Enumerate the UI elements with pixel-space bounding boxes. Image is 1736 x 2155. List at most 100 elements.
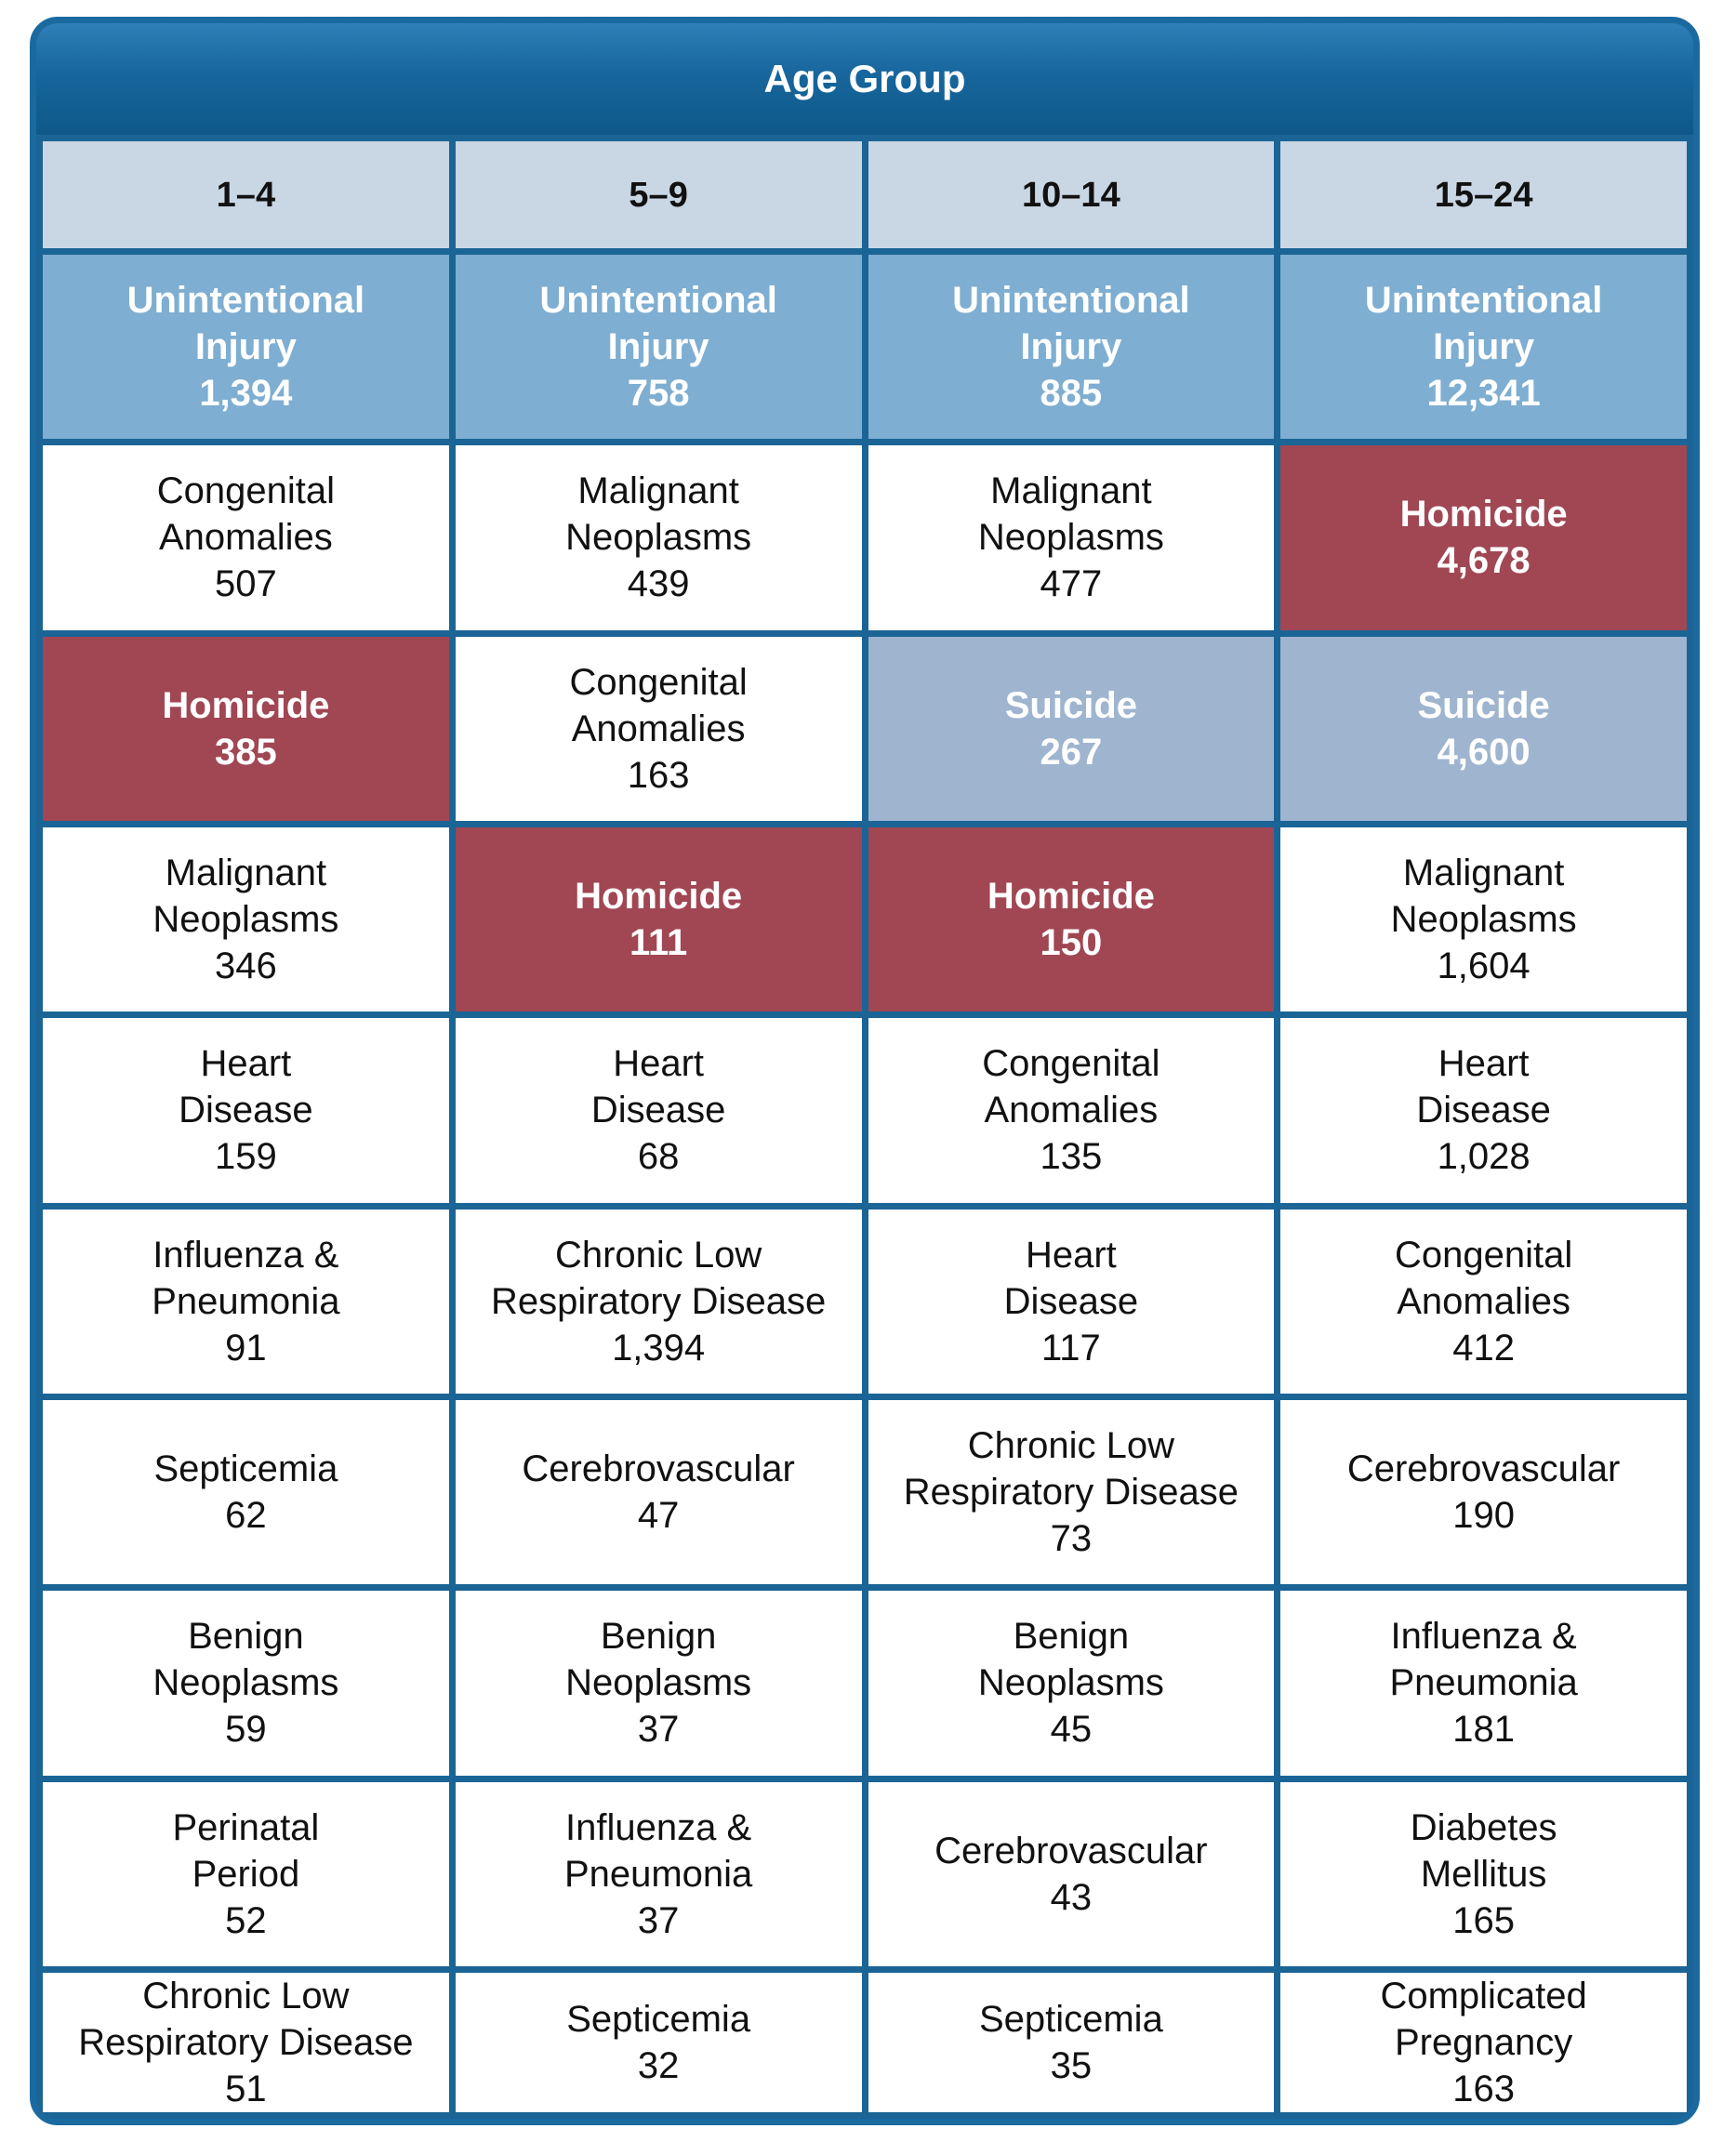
death-count: 111 <box>629 922 688 964</box>
cause-label: Congenital Anomalies <box>569 661 748 749</box>
death-count: 37 <box>637 1709 680 1751</box>
cause-cell: Septicemia 32 <box>455 1972 862 2112</box>
cause-cell: Unintentional Injury 12,341 <box>1280 255 1687 440</box>
cause-cell: Heart Disease 117 <box>868 1209 1275 1394</box>
death-count: 507 <box>215 563 277 605</box>
death-count: 45 <box>1050 1709 1093 1751</box>
cause-cell: Homicide 385 <box>43 636 449 821</box>
death-count: 62 <box>225 1495 267 1537</box>
table-title: Age Group <box>36 23 1693 135</box>
death-count: 1,028 <box>1437 1136 1531 1178</box>
cause-label: Heart Disease <box>590 1043 726 1131</box>
death-count: 346 <box>215 945 277 987</box>
death-count: 59 <box>225 1709 267 1751</box>
cause-cell: Chronic Low Respiratory Disease 73 <box>868 1399 1275 1585</box>
death-count: 1,394 <box>199 373 293 415</box>
cause-label: Chronic Low Respiratory Disease <box>491 1234 827 1322</box>
age-group-header: 5–9 <box>455 141 862 248</box>
cause-cell: Influenza & Pneumonia 181 <box>1280 1591 1687 1776</box>
cause-cell: Cerebrovascular 47 <box>455 1399 862 1585</box>
cause-label: Benign Neoplasms <box>977 1616 1164 1704</box>
cause-label: Complicated Pregnancy <box>1380 1975 1587 2063</box>
table-grid: 1–4 5–9 10–14 15–24 Unintentional Injury 1,39… <box>43 141 1687 2112</box>
cause-cell: Benign Neoplasms 45 <box>868 1591 1275 1776</box>
cause-cell: Complicated Pregnancy 163 <box>1280 1972 1687 2112</box>
death-count: 163 <box>1452 2068 1515 2109</box>
cause-label: Unintentional Injury <box>539 280 777 368</box>
cause-label: Homicide <box>162 684 330 726</box>
cause-cell: Benign Neoplasms 59 <box>43 1591 449 1776</box>
cause-cell: Cerebrovascular 43 <box>868 1781 1275 1966</box>
cause-label: Unintentional Injury <box>126 280 365 368</box>
cause-cell: Perinatal Period 52 <box>43 1781 449 1966</box>
cause-label: Benign Neoplasms <box>565 1616 752 1704</box>
cause-label: Heart Disease <box>179 1043 313 1131</box>
cause-cell: Diabetes Mellitus 165 <box>1280 1781 1687 1966</box>
death-count: 758 <box>627 373 690 415</box>
death-count: 159 <box>215 1136 277 1178</box>
cause-cell: Influenza & Pneumonia 91 <box>43 1209 449 1394</box>
cause-cell: Influenza & Pneumonia 37 <box>455 1781 862 1966</box>
cause-cell: Malignant Neoplasms 477 <box>868 445 1275 630</box>
cause-label: Influenza & Pneumonia <box>152 1234 340 1322</box>
death-count: 35 <box>1050 2044 1093 2086</box>
cause-label: Septicemia <box>566 1998 751 2040</box>
cause-label: Benign Neoplasms <box>152 1616 339 1704</box>
cause-label: Cerebrovascular <box>1346 1448 1621 1490</box>
cause-label: Suicide <box>1417 684 1550 726</box>
cause-cell: Unintentional Injury 885 <box>868 255 1275 440</box>
cause-cell: Chronic Low Respiratory Disease 51 <box>43 1972 449 2112</box>
cause-label: Suicide <box>1004 684 1137 726</box>
death-count: 52 <box>225 1899 267 1941</box>
cause-label: Congenital Anomalies <box>982 1043 1160 1131</box>
cause-cell: Homicide 111 <box>455 826 862 1012</box>
cause-label: Chronic Low Respiratory Disease <box>78 1975 414 2063</box>
death-count: 43 <box>1050 1876 1093 1918</box>
death-count: 190 <box>1452 1495 1515 1537</box>
cause-cell: Homicide 150 <box>868 826 1275 1012</box>
cause-cell: Malignant Neoplasms 1,604 <box>1280 826 1687 1012</box>
death-count: 1,394 <box>612 1327 706 1368</box>
cause-label: Influenza & Pneumonia <box>563 1806 753 1895</box>
cause-cell: Congenital Anomalies 412 <box>1280 1209 1687 1394</box>
cause-cell: Septicemia 62 <box>43 1399 449 1585</box>
table-frame: Age Group 1–4 5–9 10–14 15–24 Unintentional … <box>30 17 1700 2125</box>
cause-label: Unintentional Injury <box>1364 280 1603 368</box>
death-count: 885 <box>1040 373 1103 415</box>
cause-cell: Heart Disease 159 <box>43 1018 449 1203</box>
cause-label: Septicemia <box>153 1448 338 1490</box>
cause-cell: Congenital Anomalies 507 <box>43 445 449 630</box>
death-count: 51 <box>225 2068 267 2109</box>
cause-label: Malignant Neoplasms <box>977 470 1164 559</box>
cause-label: Congenital Anomalies <box>156 470 335 559</box>
death-count: 37 <box>637 1899 680 1941</box>
cause-label: Malignant Neoplasms <box>1390 853 1577 941</box>
cause-label: Chronic Low Respiratory Disease <box>903 1425 1239 1514</box>
cause-cell: Septicemia 35 <box>868 1972 1275 2112</box>
death-count: 477 <box>1040 563 1103 605</box>
death-count: 150 <box>1040 922 1103 964</box>
cause-cell: Congenital Anomalies 163 <box>455 636 862 821</box>
cause-cell: Unintentional Injury 758 <box>455 255 862 440</box>
cause-label: Cerebrovascular <box>522 1448 795 1490</box>
cause-cell: Heart Disease 68 <box>455 1018 862 1203</box>
cause-cell: Benign Neoplasms 37 <box>455 1591 862 1776</box>
death-count: 73 <box>1050 1518 1093 1560</box>
cause-label: Influenza & Pneumonia <box>1389 1616 1578 1704</box>
cause-cell: Suicide 267 <box>868 636 1275 821</box>
cause-label: Perinatal Period <box>172 1806 320 1895</box>
cause-label: Malignant Neoplasms <box>152 853 339 941</box>
cause-label: Malignant Neoplasms <box>565 470 752 559</box>
age-group-header: 10–14 <box>868 141 1275 248</box>
cause-label: Cerebrovascular <box>934 1830 1208 1871</box>
death-count: 135 <box>1040 1136 1103 1178</box>
death-count: 91 <box>225 1327 267 1368</box>
death-count: 439 <box>627 563 690 605</box>
cause-label: Homicide <box>987 876 1155 918</box>
cause-cell: Unintentional Injury 1,394 <box>43 255 449 440</box>
cause-label: Homicide <box>575 876 743 918</box>
death-count: 32 <box>637 2044 680 2086</box>
death-count: 1,604 <box>1437 945 1531 987</box>
cause-label: Homicide <box>1399 494 1568 535</box>
death-count: 267 <box>1040 731 1103 773</box>
